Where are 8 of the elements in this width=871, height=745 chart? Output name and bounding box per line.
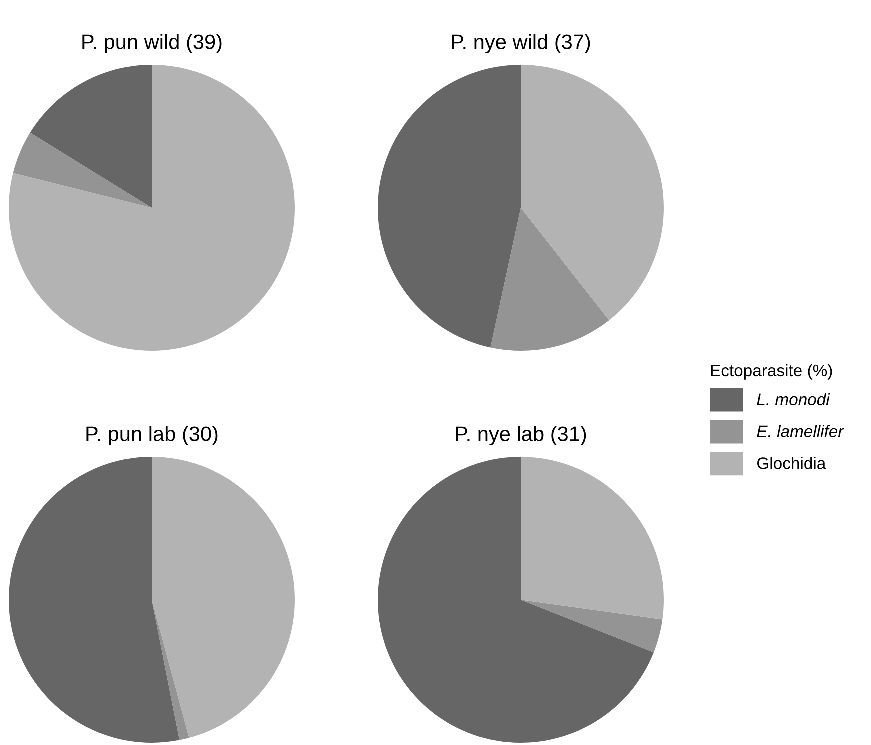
chart-title: P. pun wild (39) [82, 34, 222, 54]
legend-label: L. monodi [757, 393, 830, 406]
chart-title: P. nye wild (37) [452, 34, 590, 54]
chart-title: P. pun lab (30) [86, 426, 218, 446]
legend-label: E. lamellifer [757, 425, 844, 438]
legend-label: Glochidia [758, 457, 826, 470]
legend-title: Ectoparasite (%) [711, 364, 832, 380]
chart-title: P. nye lab (31) [456, 426, 586, 446]
